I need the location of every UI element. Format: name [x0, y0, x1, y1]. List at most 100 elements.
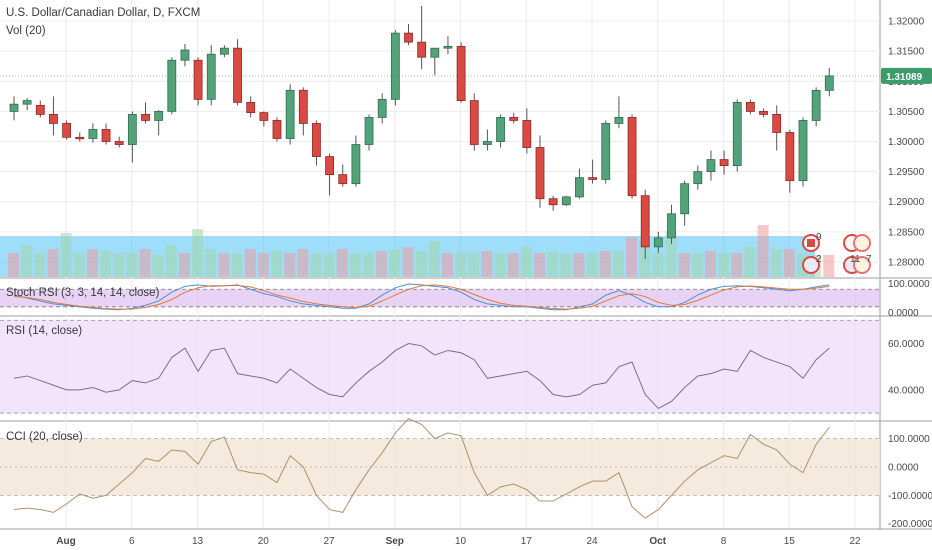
candle-body-down	[193, 59, 203, 100]
chart-title: U.S. Dollar/Canadian Dollar, D, FXCM	[6, 7, 200, 19]
candle-body-up	[167, 59, 177, 112]
volume-bar	[139, 249, 151, 277]
candle[interactable]	[535, 135, 545, 208]
candle-body-down	[535, 147, 545, 200]
candle[interactable]	[193, 57, 203, 106]
event-flags[interactable]: 9 2 11 7	[802, 232, 872, 274]
candle[interactable]	[417, 6, 427, 70]
candle[interactable]	[35, 100, 45, 118]
candle[interactable]	[114, 136, 124, 148]
candle[interactable]	[338, 164, 348, 187]
candle[interactable]	[88, 123, 98, 143]
candle[interactable]	[430, 47, 440, 76]
usa-flag-icon[interactable]	[853, 256, 871, 274]
usa-flag-icon[interactable]	[802, 256, 820, 274]
volume-bar	[86, 249, 98, 277]
volume-bar	[626, 237, 638, 277]
candle[interactable]	[62, 120, 71, 140]
candle[interactable]	[298, 87, 308, 136]
candle[interactable]	[390, 30, 400, 106]
candle[interactable]	[469, 93, 479, 151]
time-tick-label: 20	[258, 536, 270, 547]
candle[interactable]	[759, 108, 768, 118]
candle[interactable]	[772, 105, 782, 151]
candle[interactable]	[259, 111, 269, 127]
candle[interactable]	[548, 195, 558, 211]
candle[interactable]	[219, 45, 229, 58]
candle-body-up	[351, 144, 361, 185]
candle[interactable]	[732, 99, 742, 172]
cci-tick-label: -100.0000	[888, 491, 932, 502]
candle-body-up	[88, 129, 98, 139]
candle[interactable]	[404, 24, 413, 46]
candle[interactable]	[456, 42, 466, 103]
candle[interactable]	[575, 168, 584, 199]
candle[interactable]	[22, 98, 32, 111]
candle[interactable]	[785, 129, 795, 193]
candle[interactable]	[127, 111, 137, 163]
volume-bar	[691, 253, 703, 277]
time-tick-label: Aug	[56, 536, 75, 547]
candle[interactable]	[206, 45, 216, 106]
candle[interactable]	[746, 99, 755, 115]
price-tick-label: 1.29000	[888, 197, 925, 208]
candle[interactable]	[509, 112, 519, 124]
candle[interactable]	[101, 123, 111, 145]
candle[interactable]	[364, 114, 374, 151]
candle[interactable]	[824, 68, 834, 97]
candle[interactable]	[325, 153, 335, 196]
candle[interactable]	[693, 165, 703, 190]
rsi-legend: RSI (14, close)	[6, 325, 82, 337]
price-tick-label: 1.28500	[888, 227, 925, 238]
candle[interactable]	[351, 135, 361, 187]
candle-body-up	[430, 47, 440, 58]
candle[interactable]	[588, 159, 597, 184]
canada-flag-icon[interactable]	[853, 234, 871, 252]
candle[interactable]	[233, 39, 242, 106]
candle[interactable]	[482, 129, 492, 151]
last-price-badge: 1.31089	[881, 67, 932, 84]
candle[interactable]	[653, 231, 663, 253]
candle[interactable]	[601, 120, 611, 184]
candle[interactable]	[522, 108, 532, 154]
price-axis[interactable]: 1.320001.315001.310001.305001.300001.295…	[888, 17, 932, 531]
candle[interactable]	[154, 110, 164, 136]
candle[interactable]	[312, 120, 321, 166]
candle[interactable]	[246, 96, 256, 118]
candle[interactable]	[798, 117, 808, 187]
candle-body-down	[101, 129, 111, 142]
price-tick-label: 1.29500	[888, 167, 925, 178]
candle[interactable]	[285, 84, 295, 145]
candle[interactable]	[180, 43, 190, 67]
candle-body-up	[693, 171, 703, 185]
time-axis[interactable]: Aug 6 13 20 27 Sep 10 17 24 Oct 8 15 22	[56, 536, 861, 547]
candle[interactable]	[667, 204, 676, 244]
candle[interactable]	[496, 114, 505, 148]
candle[interactable]	[561, 195, 571, 206]
candle[interactable]	[706, 150, 716, 181]
candle[interactable]	[272, 117, 282, 142]
candle[interactable]	[719, 150, 729, 175]
candle-body-up	[561, 196, 571, 206]
candle[interactable]	[811, 87, 821, 127]
candle[interactable]	[640, 189, 650, 259]
volume-bar	[205, 249, 217, 277]
candle[interactable]	[443, 36, 453, 55]
candle-body-up	[824, 75, 834, 91]
candle-body-up	[219, 47, 229, 55]
candle-body-up	[653, 237, 663, 248]
candle[interactable]	[167, 57, 177, 115]
candle[interactable]	[680, 180, 690, 226]
volume-bar	[73, 253, 85, 277]
volume-layer	[0, 225, 835, 277]
candle[interactable]	[141, 102, 150, 124]
volume-bar	[428, 241, 440, 277]
candle[interactable]	[627, 114, 637, 199]
candle[interactable]	[614, 96, 624, 129]
candle[interactable]	[49, 96, 58, 136]
candle[interactable]	[9, 96, 19, 121]
candle-body-up	[575, 177, 584, 198]
candle[interactable]	[75, 132, 85, 142]
candle[interactable]	[377, 93, 387, 124]
